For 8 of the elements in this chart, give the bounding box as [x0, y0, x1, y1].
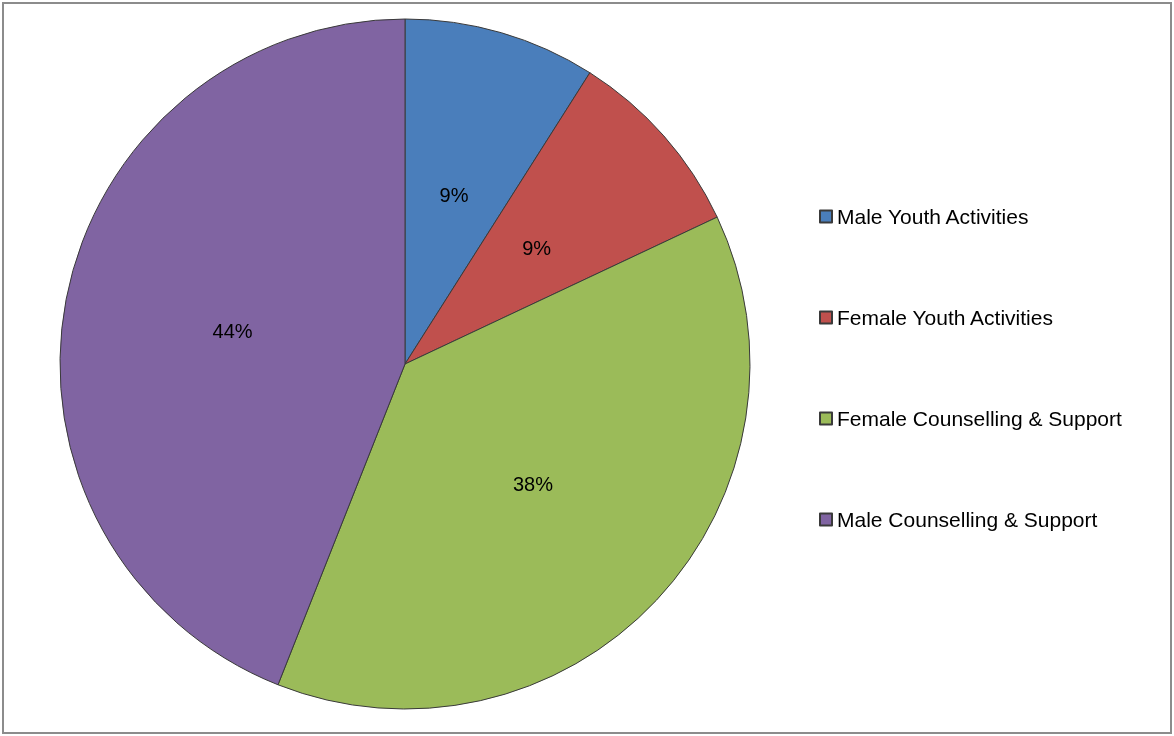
- data-label: 9%: [439, 184, 469, 207]
- data-label: 44%: [212, 320, 253, 343]
- legend-label: Female Counselling & Support: [837, 407, 1122, 430]
- data-label: 38%: [512, 473, 554, 496]
- data-label: 9%: [522, 236, 552, 259]
- legend-label: Male Counselling & Support: [837, 508, 1098, 531]
- legend-label: Female Youth Activities: [837, 306, 1053, 329]
- legend-label: Male Youth Activities: [837, 205, 1029, 228]
